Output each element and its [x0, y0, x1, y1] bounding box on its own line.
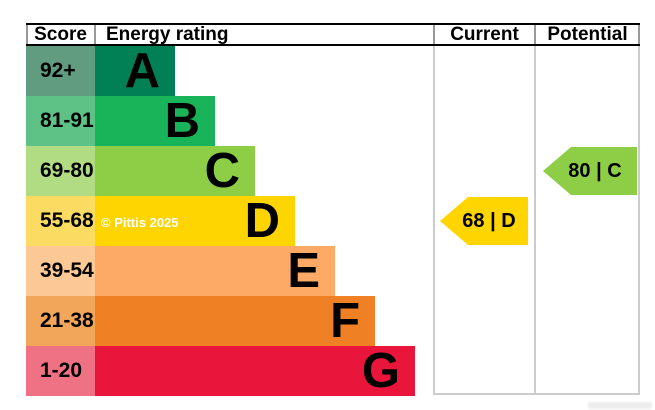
band-letter-d: D	[244, 194, 280, 248]
score-range-c: 69-80	[26, 146, 95, 196]
potential-rating-arrow: 80 | C	[543, 147, 637, 195]
band-row-e: 39-54 E	[26, 246, 446, 296]
band-letter-b: B	[164, 94, 200, 148]
band-row-c: 69-80 C	[26, 146, 446, 196]
column-header-current: Current	[450, 24, 519, 45]
score-range-e: 39-54	[26, 246, 95, 296]
column-header-score: Score	[34, 24, 87, 45]
bottom-right-watermark-smudge	[588, 402, 652, 409]
band-rows: 92+ A 81-91 B 69-80 C 55-68 D 39-54 E 21-38 F 1-20 G	[26, 46, 446, 396]
right-edge-border	[638, 46, 640, 394]
score-range-d: 55-68	[26, 196, 95, 246]
score-range-b: 81-91	[26, 96, 95, 146]
band-letter-g: G	[361, 344, 400, 398]
band-row-g: 1-20 G	[26, 346, 446, 396]
band-letter-c: C	[204, 144, 240, 198]
header-top-border	[26, 23, 640, 25]
band-bar-a: A	[95, 46, 175, 96]
band-row-a: 92+ A	[26, 46, 446, 96]
header-left-divider	[26, 25, 28, 44]
right-edge-divider-header	[638, 25, 640, 44]
band-bar-c: C	[95, 146, 255, 196]
copyright-watermark: © Pittis 2025	[101, 215, 179, 230]
score-range-f: 21-38	[26, 296, 95, 346]
band-letter-f: F	[330, 294, 360, 348]
current-rating-arrow: 68 | D	[440, 197, 528, 245]
current-potential-border	[534, 46, 536, 394]
score-range-g: 1-20	[26, 346, 95, 396]
band-row-b: 81-91 B	[26, 96, 446, 146]
band-row-d: 55-68 D	[26, 196, 446, 246]
current-column-border	[433, 46, 435, 394]
column-header-energy-rating: Energy rating	[106, 24, 229, 45]
band-bar-f: F	[95, 296, 375, 346]
band-bar-b: B	[95, 96, 215, 146]
band-bar-e: E	[95, 246, 335, 296]
band-row-f: 21-38 F	[26, 296, 446, 346]
band-bar-d: D	[95, 196, 295, 246]
band-letter-e: E	[287, 244, 320, 298]
score-range-a: 92+	[26, 46, 95, 96]
column-header-potential: Potential	[547, 24, 628, 45]
band-letter-a: A	[124, 44, 160, 98]
columns-bottom-border	[433, 393, 640, 395]
potential-column-divider-header	[534, 25, 536, 44]
header-bottom-border	[26, 44, 640, 46]
current-column-divider-header	[433, 25, 435, 44]
score-column-divider	[94, 25, 96, 44]
band-bar-g: G	[95, 346, 415, 396]
